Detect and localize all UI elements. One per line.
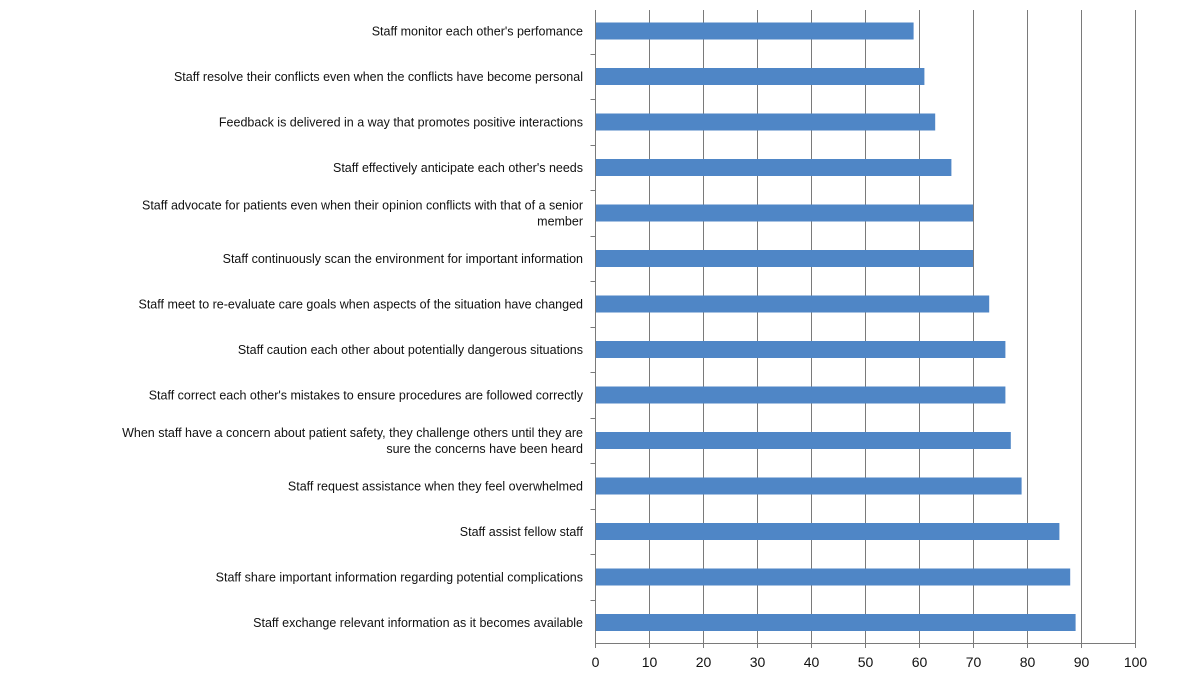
bar-9: [595, 386, 1006, 404]
x-tick-label-60: 60: [912, 654, 928, 670]
bar-13: [595, 568, 1071, 586]
bar-1: [595, 22, 914, 40]
category-labels: Staff monitor each other's perfomance Sta…: [122, 25, 584, 631]
category-label-3: Feedback is delivered in a way that prom…: [219, 116, 583, 130]
category-label-6: Staff continuously scan the environment …: [223, 252, 583, 266]
category-label-12: Staff assist fellow staff: [460, 525, 584, 539]
bar-4: [595, 159, 952, 176]
x-axis-ticks: 0 10 20 30 40 50 60 70 80 90 100: [592, 643, 1148, 670]
category-label-2: Staff resolve their conflicts even when …: [174, 70, 583, 84]
category-label-11: Staff request assistance when they feel …: [288, 480, 583, 494]
category-label-13: Staff share important information regard…: [216, 571, 583, 585]
category-label-1: Staff monitor each other's perfomance: [372, 25, 583, 39]
bar-3: [595, 113, 936, 131]
x-tick-label-80: 80: [1020, 654, 1036, 670]
category-label-7: Staff meet to re-evaluate care goals whe…: [139, 298, 584, 312]
bar-6: [595, 250, 973, 267]
bar-2: [595, 68, 925, 85]
category-label-5: Staff advocate for patients even when th…: [142, 199, 583, 229]
x-tick-label-10: 10: [642, 654, 658, 670]
x-tick-label-20: 20: [696, 654, 712, 670]
bar-8: [595, 341, 1006, 358]
category-label-4: Staff effectively anticipate each other'…: [333, 161, 583, 175]
x-tick-label-90: 90: [1074, 654, 1090, 670]
x-tick-label-50: 50: [858, 654, 874, 670]
x-tick-label-30: 30: [750, 654, 766, 670]
category-label-14: Staff exchange relevant information as i…: [253, 616, 583, 630]
bar-12: [595, 523, 1060, 540]
x-tick-label-0: 0: [592, 654, 600, 670]
bar-5: [595, 204, 973, 222]
category-label-10: When staff have a concern about patient …: [122, 426, 583, 456]
x-tick-label-100: 100: [1124, 654, 1148, 670]
bars: [595, 22, 1076, 631]
bar-7: [595, 295, 990, 313]
category-label-9: Staff correct each other's mistakes to e…: [149, 389, 584, 403]
bar-10: [595, 432, 1011, 449]
axes: [590, 10, 1135, 644]
category-label-8: Staff caution each other about potential…: [238, 343, 583, 357]
x-tick-label-70: 70: [966, 654, 982, 670]
bar-14: [595, 614, 1076, 631]
bar-11: [595, 477, 1022, 495]
gridlines: [649, 10, 1136, 643]
x-tick-label-40: 40: [804, 654, 820, 670]
